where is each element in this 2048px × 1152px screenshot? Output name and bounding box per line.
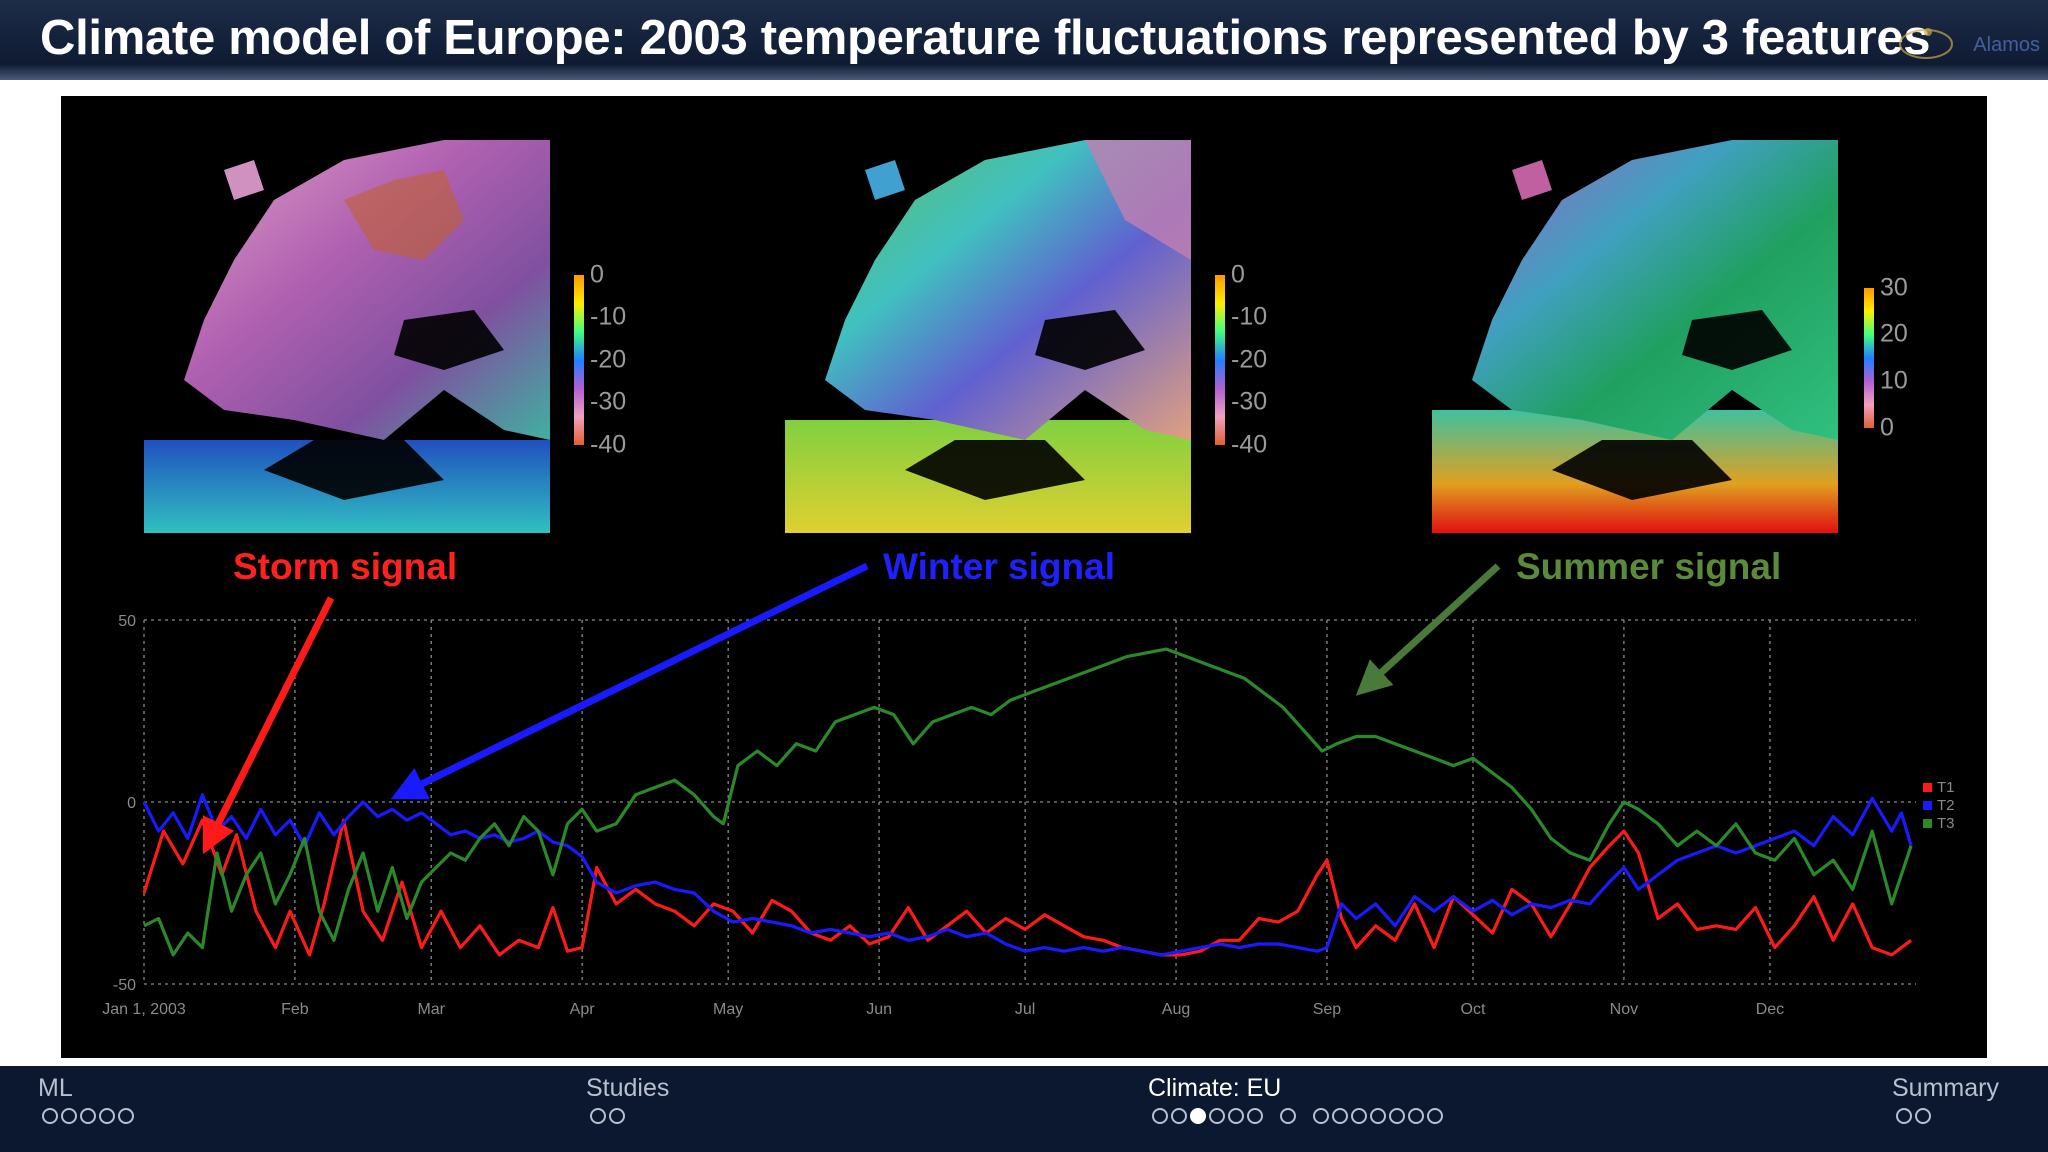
series-line-t2 bbox=[142, 793, 1913, 957]
legend-swatch-t1 bbox=[1923, 783, 1932, 792]
colorbar-tick: -10 bbox=[590, 302, 627, 331]
summer-colorbar bbox=[1864, 288, 1874, 428]
nav-dot[interactable] bbox=[1171, 1108, 1187, 1124]
winter-signal-label: Winter signal bbox=[883, 546, 1115, 587]
storm-signal-label: Storm signal bbox=[233, 546, 458, 587]
x-tick-label: Mar bbox=[417, 1001, 445, 1018]
x-tick-label: Jan 1, 2003 bbox=[102, 1001, 186, 1018]
chart-grid bbox=[143, 619, 1916, 985]
nav-section-studies[interactable]: Studies bbox=[586, 1074, 670, 1102]
colorbar-tick: 10 bbox=[1880, 366, 1908, 395]
nav-dot[interactable] bbox=[1896, 1108, 1912, 1124]
nav-dot[interactable] bbox=[1427, 1108, 1443, 1124]
chart-axes: 50 0 -50 Jan 1, 2003 Feb Mar Apr May Jun Jul Aug Se… bbox=[102, 613, 1784, 1018]
nav-dot[interactable] bbox=[1228, 1108, 1244, 1124]
x-tick-label: Sep bbox=[1313, 1001, 1342, 1018]
storm-arrow bbox=[202, 596, 335, 855]
nav-dot[interactable] bbox=[1209, 1108, 1225, 1124]
summer-signal-label: Summer signal bbox=[1516, 546, 1782, 587]
nav-dot[interactable] bbox=[1332, 1108, 1348, 1124]
nav-dot[interactable] bbox=[1351, 1108, 1367, 1124]
colorbar-tick: -20 bbox=[590, 345, 627, 374]
colorbar-tick: 20 bbox=[1880, 319, 1908, 348]
nav-dot[interactable] bbox=[1915, 1108, 1931, 1124]
colorbar-tick: 0 bbox=[1880, 413, 1894, 442]
lab-logo-icon bbox=[1899, 28, 1953, 59]
nav-dots-studies bbox=[590, 1108, 628, 1130]
nav-dot[interactable] bbox=[1280, 1108, 1296, 1124]
nav-dot[interactable] bbox=[1313, 1108, 1329, 1124]
nav-dot[interactable] bbox=[1389, 1108, 1405, 1124]
x-tick-label: Dec bbox=[1756, 1001, 1784, 1018]
x-tick-label: Apr bbox=[570, 1001, 596, 1018]
x-tick-label: May bbox=[713, 1001, 743, 1018]
nav-dot-current[interactable] bbox=[1190, 1108, 1206, 1124]
x-tick-label: Feb bbox=[281, 1001, 309, 1018]
y-tick-label: -50 bbox=[113, 977, 136, 994]
nav-dot[interactable] bbox=[80, 1108, 96, 1124]
winter-colorbar bbox=[1215, 275, 1225, 445]
slide-title: Climate model of Europe: 2003 temperatur… bbox=[40, 11, 1931, 65]
colorbar-tick: 0 bbox=[1231, 260, 1245, 289]
summer-map-image bbox=[1432, 140, 1838, 533]
nav-dot[interactable] bbox=[590, 1108, 606, 1124]
winter-arrow bbox=[390, 562, 869, 800]
nav-dots-ml bbox=[42, 1108, 137, 1130]
nav-dots-climate-eu bbox=[1152, 1108, 1446, 1130]
legend-label-t1: T1 bbox=[1937, 779, 1955, 796]
legend-swatch-t2 bbox=[1923, 801, 1932, 810]
colorbar-tick: -20 bbox=[1231, 345, 1268, 374]
nav-section-summary[interactable]: Summary bbox=[1892, 1074, 1999, 1102]
colorbar-tick: -30 bbox=[1231, 387, 1268, 416]
colorbar-tick: -40 bbox=[590, 430, 627, 459]
x-tick-label: Nov bbox=[1610, 1001, 1638, 1018]
logo-text: Alamos bbox=[1973, 34, 2040, 56]
x-tick-label: Jun bbox=[866, 1001, 892, 1018]
colorbar-tick: -10 bbox=[1231, 302, 1268, 331]
footer-nav: ML Studies Climate: EU Summary bbox=[0, 1066, 2048, 1152]
nav-section-ml[interactable]: ML bbox=[38, 1074, 73, 1102]
summer-arrow bbox=[1355, 563, 1501, 696]
storm-colorbar bbox=[574, 275, 584, 445]
time-series-chart: 50 0 -50 Jan 1, 2003 Feb Mar Apr May Jun Jul Aug Se… bbox=[102, 562, 1955, 1018]
legend-label-t2: T2 bbox=[1937, 797, 1955, 814]
nav-dots-summary bbox=[1896, 1108, 1934, 1130]
x-tick-label: Aug bbox=[1162, 1001, 1190, 1018]
chart-series bbox=[142, 647, 1913, 957]
legend-label-t3: T3 bbox=[1937, 815, 1955, 832]
colorbar-tick: 30 bbox=[1880, 273, 1908, 302]
nav-dot[interactable] bbox=[1152, 1108, 1168, 1124]
colorbar-tick: -30 bbox=[590, 387, 627, 416]
nav-section-climate-eu[interactable]: Climate: EU bbox=[1148, 1074, 1282, 1102]
y-tick-label: 0 bbox=[127, 795, 136, 812]
nav-dot[interactable] bbox=[118, 1108, 134, 1124]
y-tick-label: 50 bbox=[118, 613, 136, 630]
nav-dot[interactable] bbox=[42, 1108, 58, 1124]
storm-map-image bbox=[144, 140, 550, 533]
colorbar-tick: 0 bbox=[590, 260, 604, 289]
colorbar-tick: -40 bbox=[1231, 430, 1268, 459]
series-line-t1 bbox=[142, 818, 1913, 957]
figure-panel: 0 -10 -20 -30 -40 0 -1 bbox=[61, 96, 1987, 1058]
winter-map-image bbox=[785, 140, 1191, 533]
nav-dot[interactable] bbox=[1370, 1108, 1386, 1124]
nav-dot[interactable] bbox=[1408, 1108, 1424, 1124]
nav-dot[interactable] bbox=[1247, 1108, 1263, 1124]
series-line-t3 bbox=[143, 647, 1913, 957]
nav-dot[interactable] bbox=[99, 1108, 115, 1124]
x-tick-label: Oct bbox=[1461, 1001, 1486, 1018]
nav-dot[interactable] bbox=[609, 1108, 625, 1124]
legend-swatch-t3 bbox=[1923, 819, 1932, 828]
x-tick-label: Jul bbox=[1015, 1001, 1035, 1018]
nav-dot[interactable] bbox=[61, 1108, 77, 1124]
header-bar: Climate model of Europe: 2003 temperatur… bbox=[0, 0, 2048, 80]
